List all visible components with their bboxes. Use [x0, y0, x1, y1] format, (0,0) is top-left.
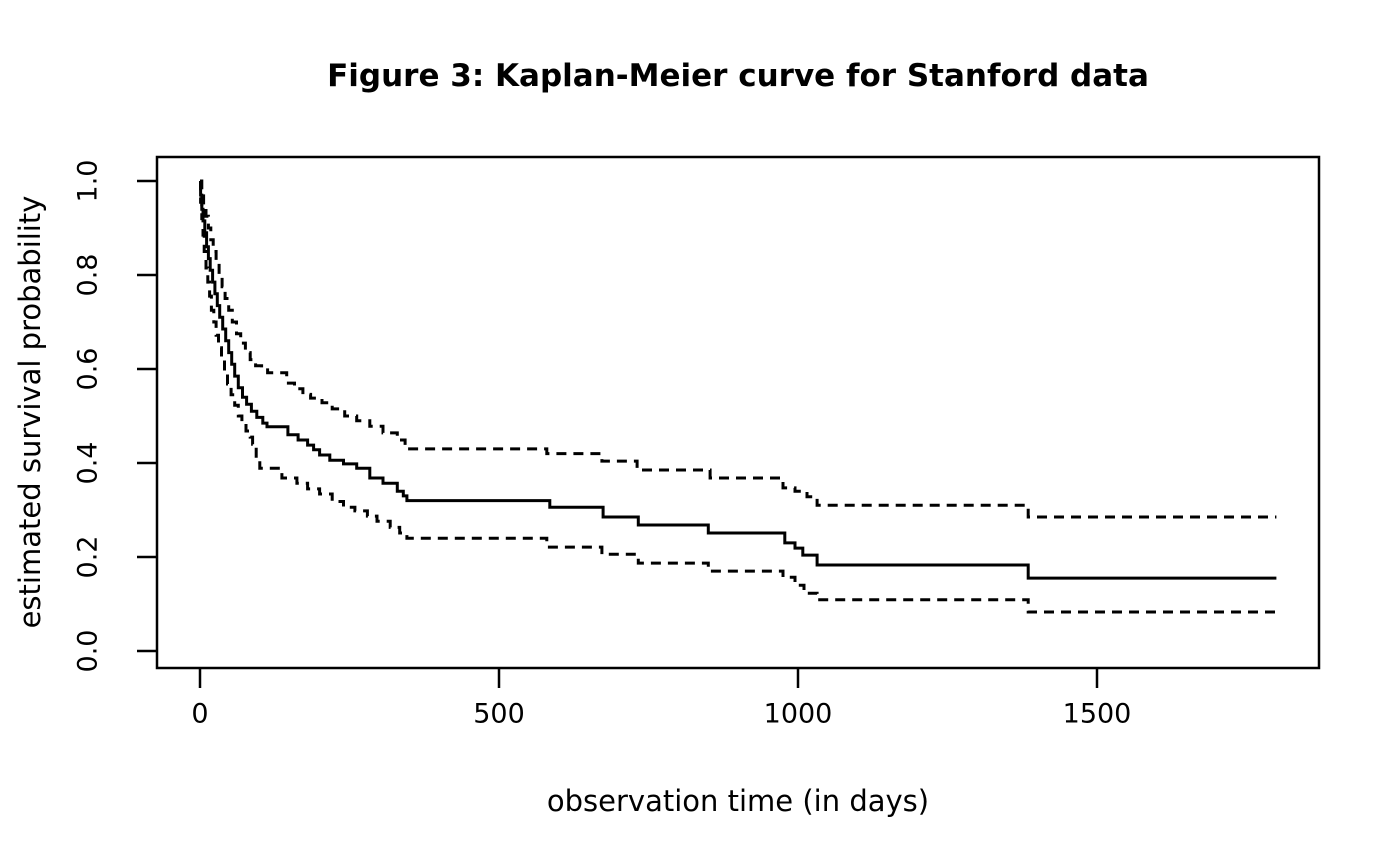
series-km-estimate: [199, 179, 1277, 580]
series-lower-ci: [199, 179, 1277, 614]
y-tick-label: 0.6: [72, 347, 104, 391]
y-tick-label: 0.4: [72, 441, 104, 485]
x-axis-label: observation time (in days): [546, 784, 930, 818]
plot-box: [155, 155, 1321, 670]
x-tick-label: 1500: [1062, 698, 1132, 730]
x-tick-label: 500: [473, 698, 525, 730]
series-upper-ci: [200, 179, 1277, 519]
x-tick-label: 1000: [763, 698, 833, 730]
figure-title: Figure 3: Kaplan-Meier curve for Stanfor…: [327, 58, 1149, 94]
y-tick-label: 0.8: [72, 253, 104, 297]
y-tick-label: 0.2: [72, 535, 104, 579]
y-tick-label: 1.0: [72, 159, 104, 203]
x-tick-label: 0: [191, 698, 209, 730]
y-tick-label: 0.0: [72, 629, 104, 673]
